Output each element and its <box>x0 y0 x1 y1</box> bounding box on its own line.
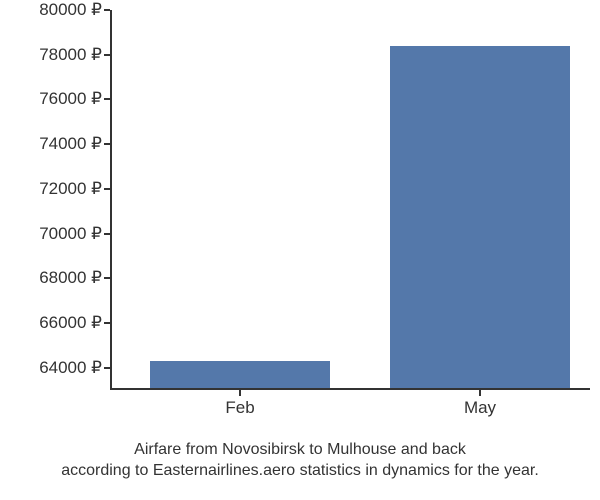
plot-area <box>110 10 590 390</box>
y-tick-label: 76000 ₽ <box>39 89 102 109</box>
x-tick-label: May <box>464 398 496 418</box>
x-axis-line <box>110 388 590 390</box>
y-tick <box>104 233 110 235</box>
x-tick <box>479 390 481 396</box>
x-tick-label: Feb <box>225 398 254 418</box>
y-axis-labels: 64000 ₽ 66000 ₽ 68000 ₽ 70000 ₽ 72000 ₽ 74000… <box>10 10 110 390</box>
y-axis-line <box>110 10 112 390</box>
y-tick-label: 68000 ₽ <box>39 268 102 288</box>
x-tick <box>239 390 241 396</box>
y-tick-label: 80000 ₽ <box>39 0 102 20</box>
x-axis-labels: Feb May <box>110 398 590 423</box>
chart-caption: Airfare from Novosibirsk to Mulhouse and… <box>0 440 600 482</box>
bar <box>150 361 330 388</box>
y-tick <box>104 277 110 279</box>
y-tick-label: 78000 ₽ <box>39 45 102 65</box>
chart-container: 64000 ₽ 66000 ₽ 68000 ₽ 70000 ₽ 72000 ₽ 74000… <box>10 10 590 430</box>
y-tick-label: 72000 ₽ <box>39 179 102 199</box>
y-tick-label: 66000 ₽ <box>39 313 102 333</box>
bar <box>390 46 570 388</box>
y-tick <box>104 322 110 324</box>
caption-line-1: Airfare from Novosibirsk to Mulhouse and… <box>134 441 466 458</box>
y-tick <box>104 143 110 145</box>
y-tick <box>104 188 110 190</box>
y-tick-label: 74000 ₽ <box>39 134 102 154</box>
y-tick-label: 64000 ₽ <box>39 358 102 378</box>
y-tick <box>104 98 110 100</box>
y-tick <box>104 367 110 369</box>
caption-line-2: according to Easternairlines.aero statis… <box>61 462 539 479</box>
y-tick <box>104 9 110 11</box>
y-tick <box>104 54 110 56</box>
y-tick-label: 70000 ₽ <box>39 224 102 244</box>
